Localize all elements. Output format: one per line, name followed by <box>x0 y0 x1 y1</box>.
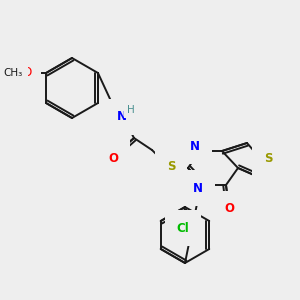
Text: N: N <box>193 182 203 194</box>
Text: S: S <box>167 160 175 173</box>
Text: O: O <box>108 152 118 164</box>
Text: O: O <box>224 202 234 215</box>
Text: O: O <box>22 67 32 80</box>
Text: S: S <box>264 152 272 164</box>
Text: CH₃: CH₃ <box>3 68 22 78</box>
Text: N: N <box>190 140 200 152</box>
Text: Cl: Cl <box>177 221 189 235</box>
Text: N: N <box>117 110 127 124</box>
Text: H: H <box>127 105 135 115</box>
